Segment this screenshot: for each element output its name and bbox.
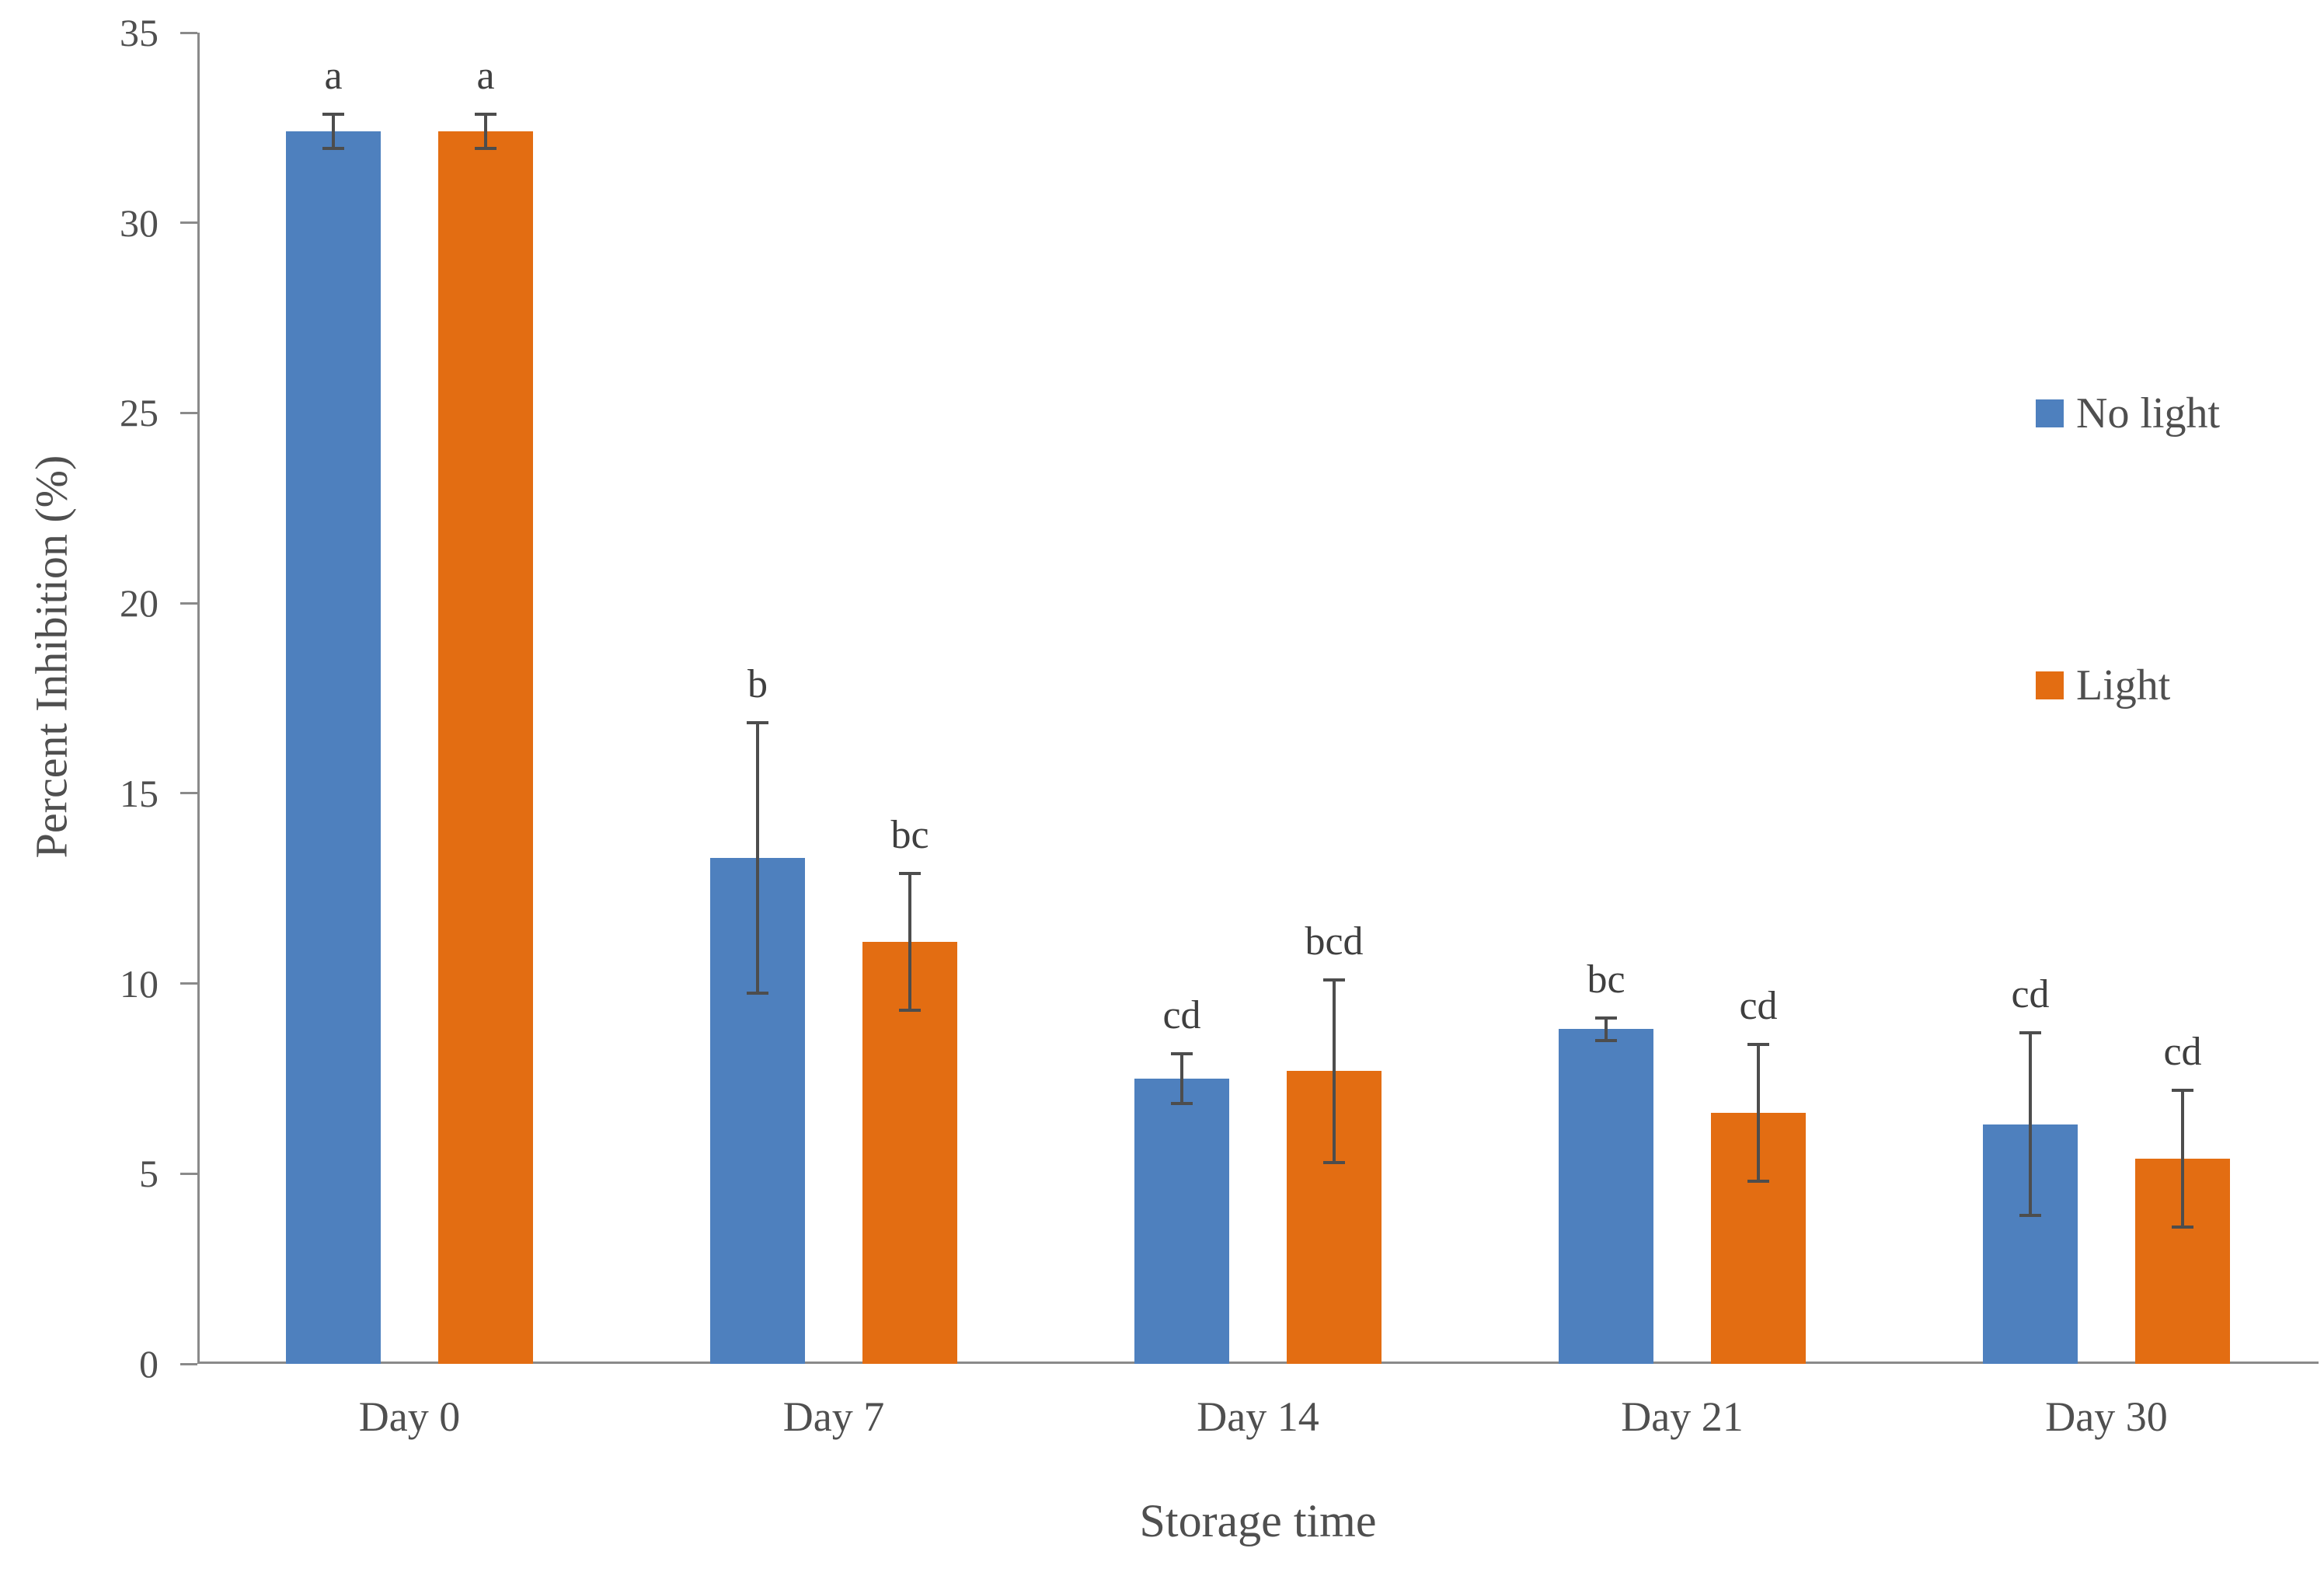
error-bar bbox=[484, 114, 487, 149]
y-tick-label: 5 bbox=[139, 1152, 159, 1196]
y-tick-label: 35 bbox=[120, 11, 159, 54]
error-bar-cap-bottom bbox=[1747, 1180, 1769, 1184]
error-bar-cap-bottom bbox=[1595, 1038, 1617, 1042]
error-bar bbox=[908, 873, 911, 1010]
x-tick-label: Day 7 bbox=[782, 1393, 885, 1440]
error-bar-cap-top bbox=[1747, 1042, 1769, 1046]
error-bar-cap-bottom bbox=[1171, 1101, 1193, 1105]
error-bar bbox=[1757, 1044, 1760, 1182]
y-tick bbox=[180, 1362, 197, 1365]
x-tick-label: Day 14 bbox=[1197, 1393, 1319, 1440]
significance-letter: bc bbox=[1587, 957, 1625, 1002]
error-bar-cap-top bbox=[899, 871, 921, 875]
error-bar bbox=[2181, 1090, 2184, 1227]
legend-swatch bbox=[2036, 399, 2064, 427]
y-tick bbox=[180, 1172, 197, 1175]
error-bar bbox=[756, 723, 759, 993]
error-bar-cap-top bbox=[2019, 1031, 2041, 1035]
error-bar-cap-bottom bbox=[2019, 1214, 2041, 1218]
y-tick-label: 30 bbox=[120, 200, 159, 245]
y-axis-line bbox=[197, 33, 200, 1364]
error-bar-cap-bottom bbox=[899, 1008, 921, 1012]
y-tick-label: 20 bbox=[120, 581, 159, 626]
error-bar-cap-top bbox=[322, 113, 344, 117]
y-tick-label: 15 bbox=[120, 771, 159, 815]
significance-letter: cd bbox=[2163, 1029, 2202, 1074]
error-bar-cap-top bbox=[747, 721, 768, 725]
legend-label: No light bbox=[2076, 389, 2221, 438]
bar-no-light-day-0 bbox=[286, 131, 381, 1364]
x-axis-line bbox=[197, 1362, 2319, 1364]
bar-light-day-0 bbox=[438, 131, 533, 1364]
legend-item-light: Light bbox=[2036, 661, 2170, 710]
significance-letter: cd bbox=[2011, 972, 2050, 1017]
error-bar-cap-top bbox=[1595, 1016, 1617, 1020]
error-bar-cap-bottom bbox=[322, 147, 344, 151]
bar-no-light-day-21 bbox=[1559, 1029, 1653, 1364]
significance-letter: bcd bbox=[1305, 919, 1364, 964]
error-bar-cap-top bbox=[1171, 1052, 1193, 1056]
y-tick bbox=[180, 221, 197, 225]
significance-letter: bc bbox=[890, 812, 929, 857]
error-bar-cap-top bbox=[2172, 1088, 2193, 1092]
error-bar-cap-bottom bbox=[475, 147, 497, 151]
error-bar bbox=[1605, 1017, 1608, 1041]
error-bar bbox=[1333, 979, 1336, 1163]
x-tick-label: Day 21 bbox=[1621, 1393, 1744, 1440]
bar-light-day-7 bbox=[862, 941, 957, 1364]
significance-letter: a bbox=[324, 54, 343, 99]
y-tick-label: 10 bbox=[120, 961, 159, 1006]
error-bar-cap-bottom bbox=[2172, 1225, 2193, 1229]
error-bar-cap-bottom bbox=[747, 991, 768, 995]
error-bar-cap-top bbox=[475, 113, 497, 117]
legend-item-no-light: No light bbox=[2036, 389, 2220, 438]
y-tick bbox=[180, 982, 197, 985]
significance-letter: cd bbox=[1162, 993, 1201, 1038]
y-tick bbox=[180, 411, 197, 414]
y-tick bbox=[180, 792, 197, 795]
legend-swatch bbox=[2036, 671, 2064, 699]
x-tick-label: Day 0 bbox=[358, 1393, 461, 1440]
significance-letter: a bbox=[476, 54, 495, 99]
error-bar bbox=[1180, 1054, 1183, 1104]
y-tick-label: 0 bbox=[139, 1342, 159, 1386]
significance-letter: cd bbox=[1739, 983, 1778, 1028]
x-tick-label: Day 30 bbox=[2045, 1393, 2168, 1440]
error-bar bbox=[332, 114, 335, 149]
y-axis-title: Percent Inhibition (%) bbox=[26, 455, 77, 859]
error-bar-cap-top bbox=[1323, 978, 1345, 981]
error-bar bbox=[2029, 1033, 2032, 1216]
significance-letter: b bbox=[747, 662, 768, 707]
bar-no-light-day-14 bbox=[1134, 1078, 1229, 1364]
y-tick bbox=[180, 601, 197, 605]
y-tick-label: 25 bbox=[120, 391, 159, 435]
legend-label: Light bbox=[2076, 661, 2171, 710]
plot-area: 0 5 10 15 20 25 30 35 a b cd bc cd a bc bcd cd cd bbox=[120, 11, 2319, 1386]
error-bar-cap-bottom bbox=[1323, 1160, 1345, 1164]
x-axis-title: Storage time bbox=[1139, 1495, 1377, 1546]
y-tick bbox=[180, 31, 197, 34]
